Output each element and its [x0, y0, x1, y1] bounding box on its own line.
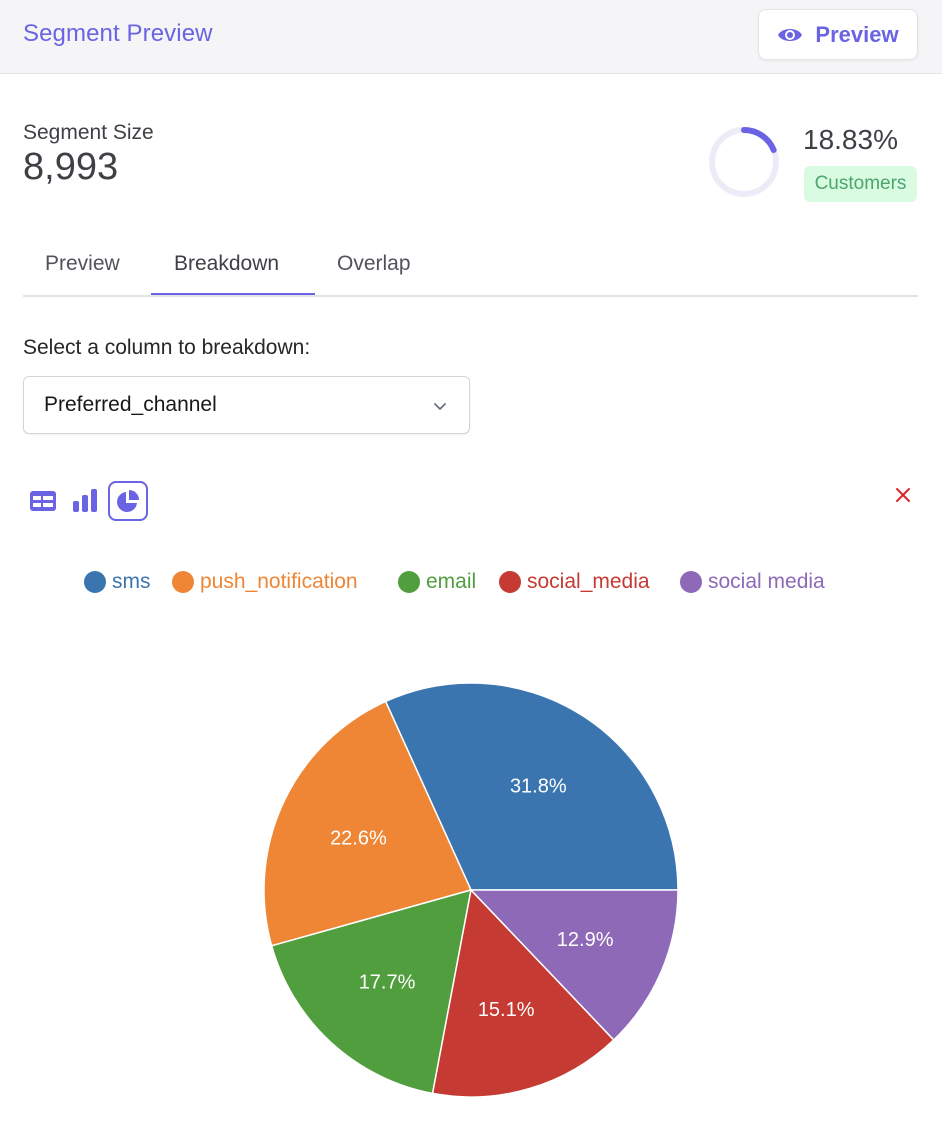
legend-label: social media — [708, 570, 825, 593]
segment-percent: 18.83% — [803, 124, 898, 155]
breakdown-column-select[interactable]: Preferred_channel — [23, 376, 470, 434]
legend-label: sms — [112, 570, 151, 593]
tab-preview[interactable]: Preview — [45, 252, 120, 275]
legend-dot — [172, 571, 194, 593]
percent-ring-progress — [709, 127, 779, 197]
legend-dot — [680, 571, 702, 593]
legend-label: social_media — [527, 570, 650, 593]
pie-slice-social-media[interactable] — [431, 888, 615, 1098]
legend-dot — [499, 571, 521, 593]
pie-slice-label: 22.6% — [330, 828, 387, 850]
tab-bar: Preview Breakdown Overlap — [23, 240, 918, 297]
pie-chart: 31.8% 22.6% 17.7% 15.1% 12.9% — [263, 682, 679, 1098]
pie-slice-label: 17.7% — [359, 972, 416, 994]
tab-overlap[interactable]: Overlap — [337, 252, 411, 275]
pie-slice-social-media[interactable] — [469, 889, 679, 1041]
pie-chart-view-button[interactable] — [108, 481, 148, 521]
chart-legend: sms push_notification email social_media… — [0, 570, 942, 606]
bar-chart-icon — [73, 489, 97, 512]
eye-icon — [778, 28, 803, 41]
percent-ring — [709, 127, 779, 197]
legend-dot — [84, 571, 106, 593]
breakdown-column-value: Preferred_channel — [44, 393, 217, 416]
page-title: Segment Preview — [23, 20, 213, 47]
legend-item-email[interactable]: email — [398, 570, 476, 594]
pie-slice-email[interactable] — [270, 888, 472, 1095]
pie-slice-push-notification[interactable] — [263, 700, 473, 947]
table-icon — [30, 491, 56, 511]
chevron-down-icon — [434, 403, 446, 410]
pie-chart-icon — [117, 490, 139, 512]
table-view-button[interactable] — [23, 481, 63, 521]
bar-chart-view-button[interactable] — [66, 481, 106, 521]
active-tab-indicator — [151, 293, 315, 295]
header-bar: Segment Preview Preview — [0, 0, 942, 74]
close-icon[interactable] — [892, 484, 914, 506]
customers-badge: Customers — [804, 166, 917, 202]
tab-breakdown[interactable]: Breakdown — [174, 252, 280, 275]
legend-item-social-media-2[interactable]: social media — [680, 570, 825, 594]
pie-slice-label: 31.8% — [510, 776, 567, 798]
legend-item-push-notification[interactable]: push_notification — [172, 570, 358, 594]
pie-slice-label: 12.9% — [557, 929, 614, 951]
legend-dot — [398, 571, 420, 593]
legend-label: push_notification — [200, 570, 358, 593]
segment-size-value: 8,993 — [23, 146, 119, 188]
legend-item-sms[interactable]: sms — [84, 570, 151, 594]
preview-button-label: Preview — [815, 21, 899, 47]
legend-item-social-media[interactable]: social_media — [499, 570, 650, 594]
breakdown-select-label: Select a column to breakdown: — [23, 336, 311, 359]
pie-slice-label: 15.1% — [478, 999, 535, 1021]
preview-button[interactable]: Preview — [758, 9, 918, 60]
pie-slice-sms[interactable] — [384, 682, 679, 891]
segment-size-label: Segment Size — [23, 121, 154, 144]
legend-label: email — [426, 570, 477, 593]
